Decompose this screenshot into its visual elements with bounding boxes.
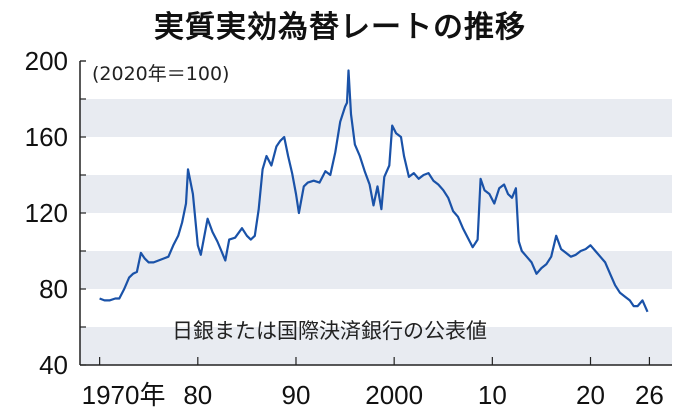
x-tick-label: 10 [478, 380, 507, 410]
grid-band [80, 327, 672, 365]
series-line [99, 69, 649, 313]
x-tick-label: 2000 [365, 380, 423, 410]
grid-band [80, 99, 672, 137]
y-tick-label: 200 [25, 46, 68, 76]
x-tick-label: 80 [183, 380, 212, 410]
source-note: 日銀または国際決済銀行の公表値 [172, 319, 487, 343]
x-tick-label: 1970年 [82, 380, 166, 410]
unit-note: (2020年＝100) [92, 63, 229, 85]
x-tick-label: 90 [282, 380, 311, 410]
grid-band [80, 251, 672, 289]
chart-title: 実質実効為替レートの推移 [154, 10, 526, 45]
y-tick-label: 160 [25, 122, 68, 152]
y-tick-label: 80 [39, 274, 68, 304]
x-tick-label: 26 [635, 380, 664, 410]
x-tick-label: 20 [576, 380, 605, 410]
y-tick-label: 120 [25, 198, 68, 228]
y-tick-label: 40 [39, 350, 68, 380]
